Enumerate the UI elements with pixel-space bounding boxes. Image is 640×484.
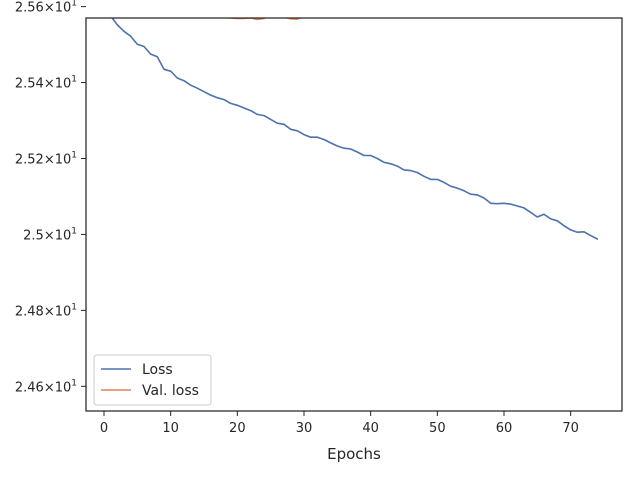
legend: Loss Val. loss: [93, 354, 212, 406]
x-axis-label: Epochs: [327, 445, 381, 463]
x-tick-label: 30: [296, 421, 313, 436]
y-tick-label: 2.56×101: [15, 0, 77, 16]
x-tick-label: 60: [496, 421, 513, 436]
y-tick-label: 2.46×101: [15, 378, 77, 395]
x-tick-label: 0: [100, 421, 108, 436]
y-axis: 2.46×101 2.48×101 2.5×101 2.52×101 2.54×101 2…: [15, 0, 86, 395]
series-layer: [111, 18, 599, 240]
x-tick-label: 40: [362, 421, 379, 436]
legend-label-loss: Loss: [142, 362, 173, 378]
legend-box: [93, 354, 212, 406]
y-tick-label: 2.54×101: [15, 75, 77, 92]
y-tick-label: 2.48×101: [15, 302, 77, 319]
x-tick-label: 70: [562, 421, 579, 436]
x-tick-label: 10: [162, 421, 179, 436]
y-tick-label: 2.5×101: [23, 226, 77, 243]
series-line-loss: [111, 18, 599, 240]
legend-label-val-loss: Val. loss: [142, 383, 199, 399]
y-tick-label: 2.52×101: [15, 150, 77, 167]
x-axis: 0 10 20 30 40 50 60 70: [100, 411, 579, 436]
plot-frame: [85, 17, 623, 412]
x-tick-label: 50: [429, 421, 446, 436]
x-tick-label: 20: [229, 421, 246, 436]
